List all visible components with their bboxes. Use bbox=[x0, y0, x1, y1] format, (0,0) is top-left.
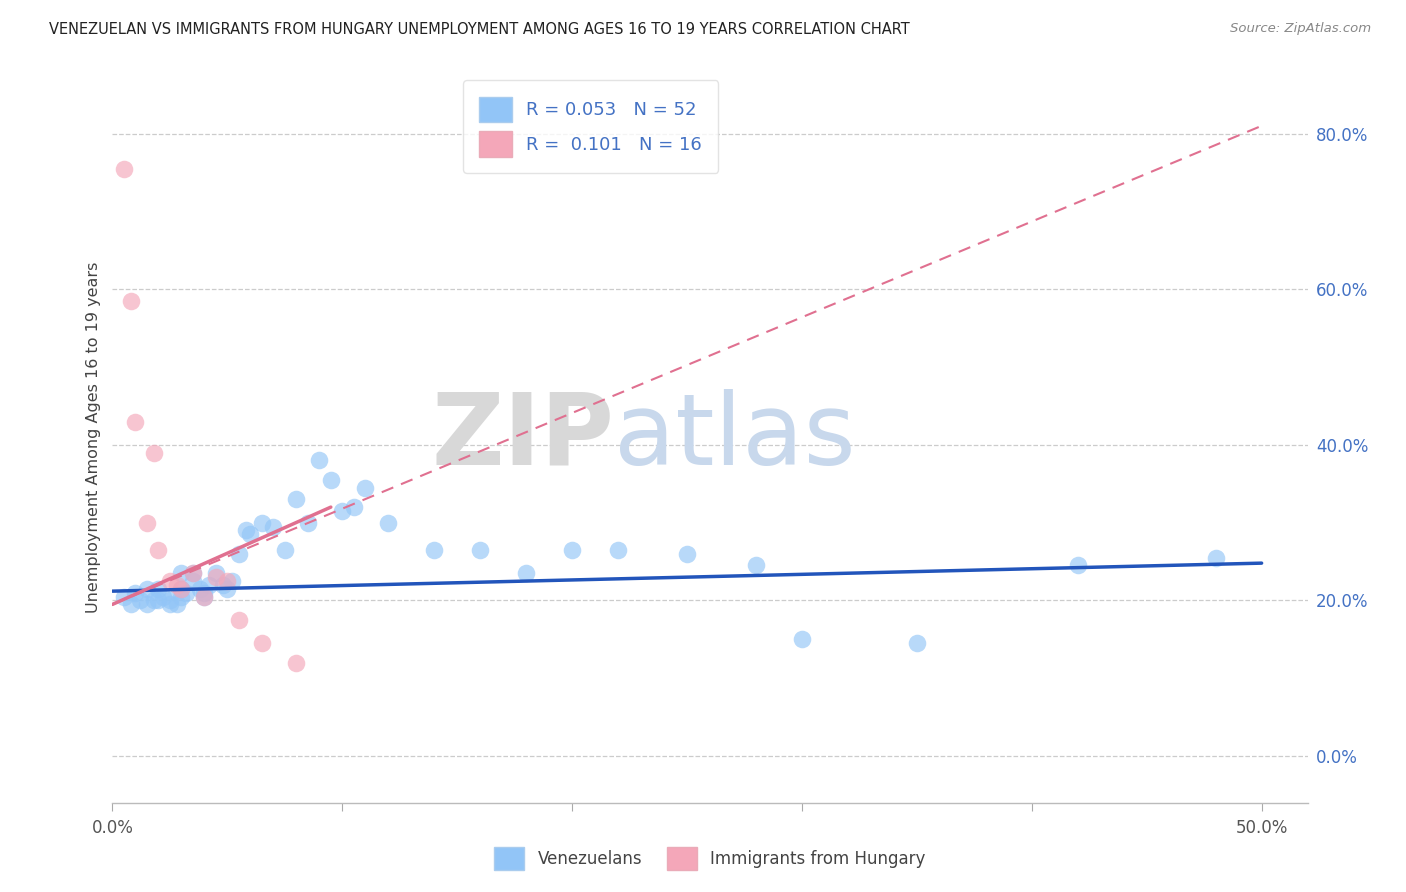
Point bbox=[152, 590, 174, 604]
Point bbox=[124, 415, 146, 429]
Point bbox=[239, 527, 262, 541]
Point bbox=[1205, 550, 1227, 565]
Legend: Venezuelans, Immigrants from Hungary: Venezuelans, Immigrants from Hungary bbox=[486, 838, 934, 879]
Point bbox=[159, 574, 181, 588]
Point bbox=[319, 473, 342, 487]
Point bbox=[193, 585, 215, 599]
Point bbox=[148, 542, 170, 557]
Point bbox=[745, 558, 768, 573]
Text: Source: ZipAtlas.com: Source: ZipAtlas.com bbox=[1230, 22, 1371, 36]
Point bbox=[148, 593, 170, 607]
Point bbox=[354, 481, 377, 495]
Point bbox=[170, 582, 193, 596]
Point bbox=[308, 453, 330, 467]
Point bbox=[198, 578, 221, 592]
Point bbox=[188, 582, 211, 596]
Text: ZIP: ZIP bbox=[432, 389, 614, 485]
Point bbox=[170, 590, 193, 604]
Point bbox=[250, 636, 273, 650]
Point bbox=[905, 636, 928, 650]
Point bbox=[166, 598, 188, 612]
Point bbox=[235, 524, 257, 538]
Point bbox=[297, 516, 319, 530]
Point bbox=[174, 585, 197, 599]
Point bbox=[790, 632, 813, 647]
Text: VENEZUELAN VS IMMIGRANTS FROM HUNGARY UNEMPLOYMENT AMONG AGES 16 TO 19 YEARS COR: VENEZUELAN VS IMMIGRANTS FROM HUNGARY UN… bbox=[49, 22, 910, 37]
Point bbox=[112, 161, 135, 176]
Point bbox=[142, 593, 165, 607]
Point bbox=[142, 445, 165, 459]
Point bbox=[159, 598, 181, 612]
Point bbox=[205, 566, 228, 581]
Point bbox=[561, 542, 583, 557]
Point bbox=[285, 656, 308, 670]
Point bbox=[377, 516, 399, 530]
Point bbox=[274, 542, 297, 557]
Text: atlas: atlas bbox=[614, 389, 856, 485]
Point bbox=[193, 590, 215, 604]
Point bbox=[343, 500, 366, 515]
Point bbox=[607, 542, 630, 557]
Point bbox=[148, 582, 170, 596]
Point bbox=[1067, 558, 1090, 573]
Point bbox=[217, 582, 239, 596]
Point bbox=[120, 293, 142, 308]
Point bbox=[170, 566, 193, 581]
Point bbox=[136, 598, 159, 612]
Point bbox=[136, 582, 159, 596]
Point bbox=[193, 590, 215, 604]
Point bbox=[676, 547, 699, 561]
Point bbox=[228, 613, 250, 627]
Point bbox=[181, 566, 204, 581]
Point bbox=[205, 570, 228, 584]
Point bbox=[423, 542, 446, 557]
Y-axis label: Unemployment Among Ages 16 to 19 years: Unemployment Among Ages 16 to 19 years bbox=[86, 261, 101, 613]
Point bbox=[221, 574, 243, 588]
Point bbox=[166, 578, 188, 592]
Point bbox=[170, 582, 193, 596]
Point bbox=[112, 590, 135, 604]
Point bbox=[470, 542, 492, 557]
Point bbox=[228, 547, 250, 561]
Point bbox=[124, 585, 146, 599]
Point bbox=[136, 516, 159, 530]
Point bbox=[217, 574, 239, 588]
Point bbox=[330, 504, 353, 518]
Point bbox=[129, 593, 152, 607]
Point bbox=[250, 516, 273, 530]
Point bbox=[159, 593, 181, 607]
Point bbox=[181, 566, 204, 581]
Point bbox=[285, 492, 308, 507]
Point bbox=[120, 598, 142, 612]
Point bbox=[262, 519, 284, 533]
Point bbox=[211, 578, 233, 592]
Point bbox=[181, 574, 204, 588]
Point bbox=[515, 566, 537, 581]
